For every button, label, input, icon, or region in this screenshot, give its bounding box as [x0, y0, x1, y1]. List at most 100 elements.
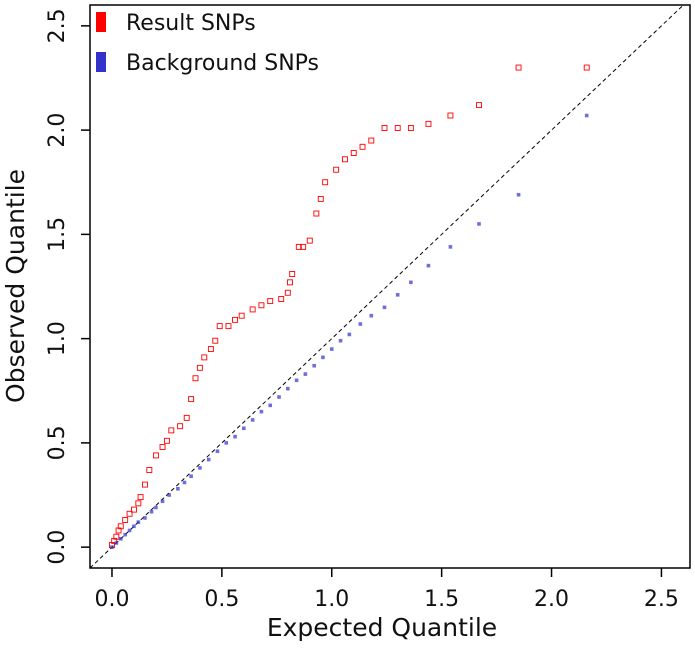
point	[382, 305, 387, 310]
point	[258, 302, 265, 309]
point	[163, 437, 170, 444]
legend-swatch	[96, 52, 106, 72]
point	[278, 296, 285, 302]
x-tick-label: 0.0	[94, 587, 129, 612]
point	[476, 102, 482, 109]
point	[341, 156, 348, 163]
point	[286, 386, 290, 391]
point	[338, 338, 343, 343]
x-tick-label: 1.5	[424, 587, 459, 612]
point	[368, 137, 375, 144]
point	[149, 509, 154, 514]
point	[359, 143, 366, 150]
point	[329, 347, 334, 351]
y-tick-label: 1.5	[45, 217, 70, 252]
point	[215, 449, 220, 454]
y-tick-label: 2.0	[45, 113, 70, 148]
point	[347, 332, 352, 337]
point	[277, 395, 281, 399]
point	[313, 210, 320, 217]
point	[395, 293, 400, 297]
point	[131, 506, 137, 513]
point	[584, 113, 589, 118]
point	[238, 312, 245, 319]
point	[168, 427, 175, 434]
point	[137, 494, 144, 501]
point	[183, 414, 190, 421]
point	[394, 125, 401, 131]
point	[225, 323, 232, 330]
point	[295, 243, 302, 250]
point	[268, 403, 273, 408]
point	[232, 316, 239, 323]
point	[224, 441, 229, 445]
point	[409, 280, 413, 285]
point	[381, 125, 388, 131]
point	[516, 192, 521, 197]
point	[167, 493, 171, 497]
point	[122, 517, 129, 523]
point	[206, 457, 211, 462]
point	[207, 346, 214, 353]
point	[312, 363, 316, 368]
plot-frame	[89, 4, 691, 569]
point	[284, 289, 291, 296]
point	[242, 426, 246, 431]
point	[515, 64, 522, 71]
point	[201, 354, 208, 361]
point	[118, 537, 123, 541]
point	[212, 337, 219, 344]
point	[177, 423, 184, 430]
point	[141, 481, 148, 488]
point	[126, 510, 133, 517]
point	[154, 505, 158, 510]
point	[114, 541, 119, 545]
point	[425, 120, 432, 127]
point	[110, 545, 114, 549]
y-tick-label: 2.5	[45, 8, 70, 43]
point	[196, 364, 203, 371]
x-tick-label: 2.0	[534, 587, 569, 612]
point	[152, 452, 159, 459]
point	[146, 467, 153, 473]
point	[160, 499, 165, 504]
point	[294, 378, 299, 383]
point	[250, 418, 255, 422]
point	[321, 355, 325, 360]
x-axis-title: Expected Quantile	[267, 613, 497, 642]
point	[333, 166, 340, 173]
y-tick-label: 0.0	[45, 530, 70, 565]
point	[127, 528, 132, 533]
legend-label: Background SNPs	[126, 51, 319, 76]
point	[182, 480, 187, 485]
point	[287, 279, 293, 286]
point	[448, 245, 453, 249]
point	[136, 520, 141, 524]
y-tick-label: 0.5	[45, 425, 70, 460]
y-axis-title: Observed Quantile	[1, 169, 30, 403]
point	[477, 222, 481, 226]
point	[317, 195, 324, 202]
x-tick-label: 0.5	[204, 587, 239, 612]
point	[267, 298, 274, 305]
point	[289, 271, 296, 277]
point	[192, 375, 199, 382]
legend-label: Result SNPs	[126, 11, 256, 36]
point	[135, 500, 142, 507]
point	[117, 523, 124, 530]
point	[189, 474, 193, 479]
point	[583, 64, 590, 71]
point	[132, 524, 136, 529]
point	[447, 112, 454, 119]
point	[369, 313, 374, 318]
point	[159, 444, 166, 451]
point	[259, 409, 264, 414]
point	[249, 306, 256, 313]
x-tick-label: 1.0	[314, 587, 349, 612]
point	[113, 533, 120, 540]
point	[303, 372, 308, 376]
x-tick-label: 2.5	[644, 587, 679, 612]
reference-line	[89, 4, 684, 569]
point	[322, 179, 329, 186]
